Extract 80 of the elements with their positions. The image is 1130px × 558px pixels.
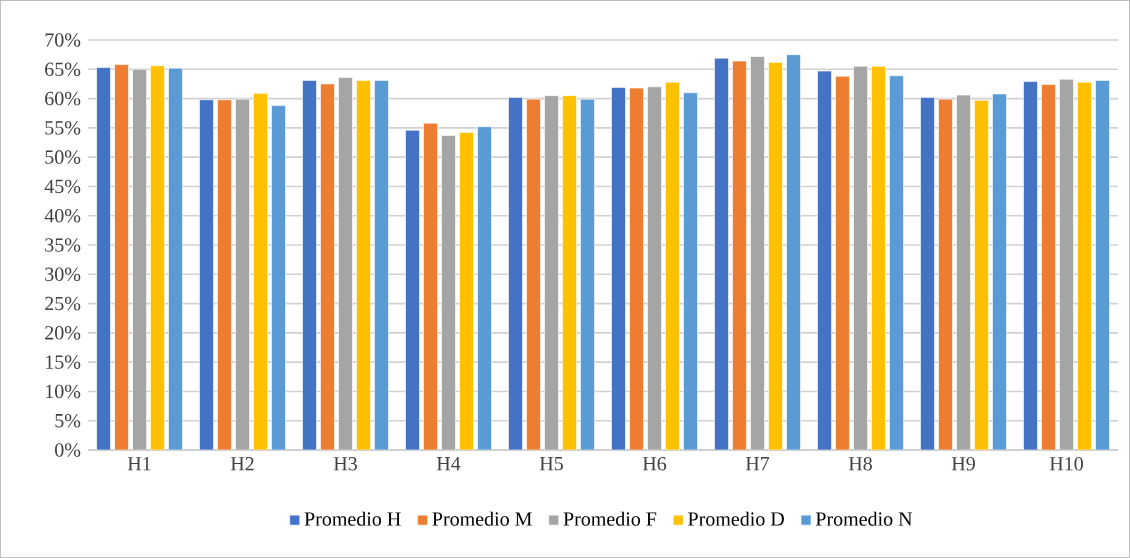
bar bbox=[683, 92, 698, 450]
y-tick-label: 50% bbox=[45, 150, 81, 164]
bar bbox=[217, 99, 232, 450]
bar bbox=[611, 87, 626, 450]
bar bbox=[853, 66, 868, 450]
bar bbox=[150, 65, 165, 450]
bar bbox=[580, 98, 595, 450]
bar bbox=[441, 135, 456, 450]
bar bbox=[732, 60, 747, 450]
bar bbox=[356, 80, 371, 450]
bar bbox=[714, 57, 729, 450]
bar bbox=[235, 98, 250, 450]
bar bbox=[374, 80, 389, 450]
bar bbox=[974, 100, 989, 450]
bar bbox=[271, 105, 286, 450]
x-tick-label: H4 bbox=[436, 457, 461, 471]
y-tick-label: 55% bbox=[45, 121, 81, 135]
bar bbox=[938, 98, 953, 450]
bar bbox=[199, 99, 214, 450]
x-tick-label: H8 bbox=[848, 457, 872, 471]
y-tick-label: 30% bbox=[45, 267, 81, 282]
bar bbox=[114, 64, 129, 450]
x-tick-label: H1 bbox=[127, 457, 151, 471]
y-tick-label: 5% bbox=[55, 413, 81, 428]
bar bbox=[168, 67, 183, 450]
bar bbox=[526, 98, 541, 450]
bar bbox=[508, 97, 523, 450]
y-tick-label: 10% bbox=[46, 384, 81, 399]
y-tick-label: 60% bbox=[45, 91, 81, 106]
bar bbox=[992, 93, 1007, 450]
bar bbox=[1095, 80, 1110, 450]
legend-label: Promedio H bbox=[304, 511, 401, 526]
bar bbox=[920, 97, 935, 450]
x-tick-label: H3 bbox=[333, 457, 357, 471]
bar bbox=[1077, 81, 1092, 450]
bar bbox=[132, 69, 147, 450]
x-tick-label: H9 bbox=[951, 457, 975, 471]
y-tick-label: 65% bbox=[45, 62, 81, 77]
bar bbox=[629, 87, 644, 450]
bar bbox=[817, 70, 832, 450]
x-tick-label: H7 bbox=[745, 457, 770, 471]
bar bbox=[647, 86, 662, 450]
bar bbox=[405, 129, 420, 450]
y-tick-label: 45% bbox=[44, 179, 81, 194]
bar bbox=[665, 81, 680, 450]
bar bbox=[835, 76, 850, 450]
bar bbox=[320, 83, 335, 450]
bar bbox=[477, 126, 492, 450]
bar bbox=[1023, 81, 1038, 450]
bar bbox=[562, 95, 577, 450]
bar bbox=[768, 61, 783, 450]
y-tick-label: 20% bbox=[45, 326, 81, 340]
legend-label: Promedio N bbox=[815, 511, 913, 526]
y-tick-label: 40% bbox=[44, 208, 81, 223]
y-tick-label: 25% bbox=[45, 296, 81, 311]
y-tick-label: 0% bbox=[55, 443, 81, 457]
bar bbox=[1059, 78, 1074, 450]
x-tick-label: H2 bbox=[230, 457, 254, 471]
y-tick-label: 15% bbox=[46, 355, 81, 369]
bar bbox=[1041, 84, 1056, 450]
legend-label: Promedio M bbox=[432, 511, 532, 526]
bar bbox=[338, 77, 353, 450]
legend-label: Promedio F bbox=[563, 511, 657, 526]
bar bbox=[302, 80, 317, 450]
x-tick-label: H10 bbox=[1049, 457, 1083, 471]
bar bbox=[871, 66, 886, 450]
bar bbox=[544, 95, 559, 450]
x-tick-label: H6 bbox=[642, 457, 667, 471]
bar bbox=[956, 94, 971, 450]
legend-label: Promedio D bbox=[688, 511, 784, 526]
bar bbox=[459, 132, 474, 450]
bar bbox=[786, 54, 801, 450]
bar bbox=[96, 67, 111, 450]
bar bbox=[750, 56, 765, 450]
bar bbox=[253, 93, 268, 450]
bar bbox=[889, 75, 904, 450]
y-tick-label: 35% bbox=[45, 238, 81, 252]
x-tick-label: H5 bbox=[539, 457, 563, 471]
bar bbox=[423, 122, 438, 450]
y-tick-label: 70% bbox=[45, 33, 81, 47]
